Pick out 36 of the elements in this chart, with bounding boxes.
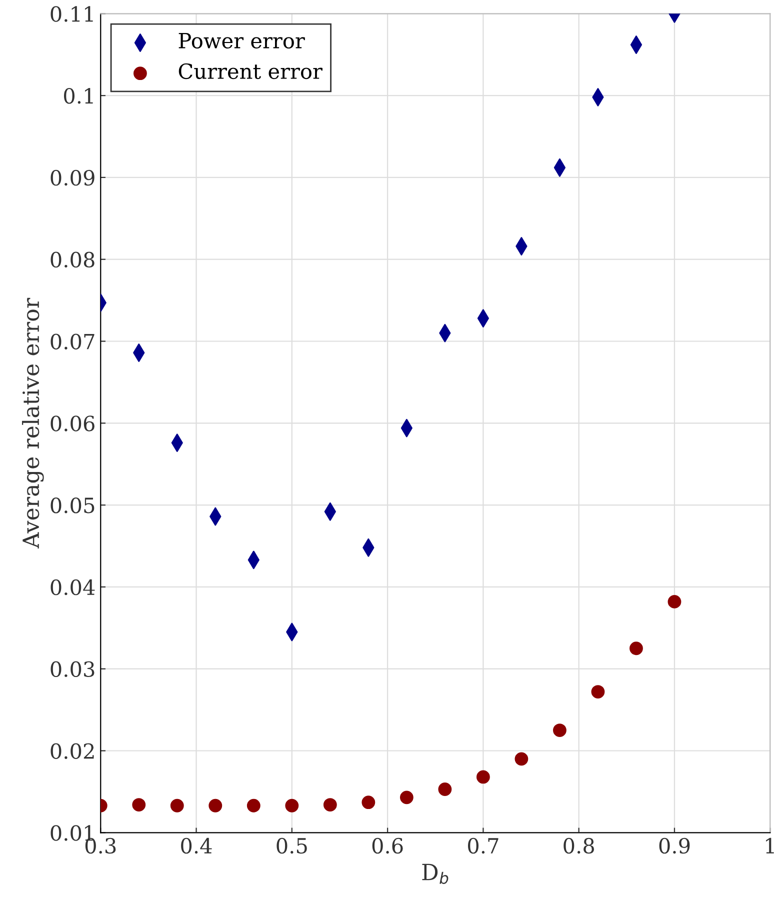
x-axis-title: D$_{b}$ xyxy=(422,864,448,884)
point xyxy=(285,798,299,812)
point xyxy=(438,782,452,796)
point xyxy=(514,752,528,766)
point xyxy=(591,685,605,698)
x-tick-label: 0.8 xyxy=(564,838,594,854)
point xyxy=(553,724,566,737)
y-tick-label: 0.05 xyxy=(50,498,94,514)
point xyxy=(400,790,414,804)
y-tick-label: 0.11 xyxy=(50,6,93,22)
x-tick-label: 0.7 xyxy=(468,838,498,854)
y-tick-label: 0.03 xyxy=(50,661,94,678)
x-tick-label: 0.9 xyxy=(659,838,690,854)
legend-label: Current error xyxy=(178,63,322,80)
point xyxy=(132,798,146,812)
legend-label: Power error xyxy=(178,33,305,49)
point xyxy=(362,796,376,810)
y-tick-label: 0.09 xyxy=(50,170,94,186)
point xyxy=(170,798,184,812)
x-tick-label: 0.5 xyxy=(276,838,307,854)
point xyxy=(323,798,337,812)
point xyxy=(246,798,260,812)
y-tick-label: 0.02 xyxy=(50,743,94,759)
x-tick-label: 1 xyxy=(766,838,774,854)
point xyxy=(476,770,490,784)
x-tick-label: 0.4 xyxy=(181,838,212,854)
y-tick-label: 0.06 xyxy=(50,416,94,432)
point xyxy=(668,594,682,608)
y-axis-title: Average relative error xyxy=(22,298,44,549)
y-tick-label: 0.08 xyxy=(50,252,94,268)
y-tick-label: 0.1 xyxy=(64,88,93,104)
point xyxy=(208,798,222,812)
x-tick-label: 0.6 xyxy=(372,838,403,854)
y-tick-label: 0.07 xyxy=(50,334,94,350)
point xyxy=(630,642,643,656)
y-tick-label: 0.04 xyxy=(50,579,95,596)
